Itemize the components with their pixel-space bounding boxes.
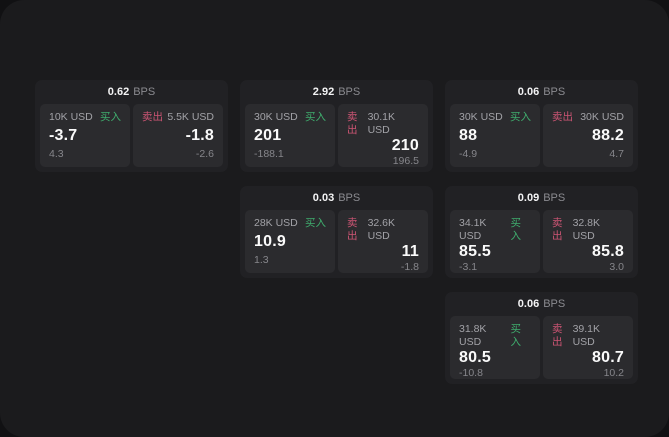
sell-delta: 4.7	[609, 148, 624, 160]
bps-unit-label: BPS	[543, 86, 566, 98]
sell-quote-panel[interactable]: 卖出 32.6K USD 11 -1.8	[338, 210, 428, 273]
sell-delta: -2.6	[195, 148, 214, 160]
buy-price: -3.7	[49, 127, 78, 144]
buy-delta: 4.3	[49, 148, 64, 160]
sell-tag: 卖出	[552, 323, 563, 348]
buy-size-label: 10K USD	[49, 111, 93, 123]
sell-tag: 卖出	[142, 111, 163, 123]
buy-tag: 买入	[510, 217, 521, 242]
quote-card-4: 0.03 BPS 28K USD 买入 10.9 1.3 卖出 32.6K US…	[240, 186, 433, 278]
buy-quote-panel[interactable]: 10K USD 买入 -3.7 4.3	[40, 104, 130, 167]
quote-card-6: 0.06 BPS 31.8K USD 买入 80.5 -10.8 卖出 39.1…	[445, 292, 638, 384]
buy-price: 80.5	[459, 349, 491, 366]
sell-quote-panel[interactable]: 卖出 32.8K USD 85.8 3.0	[543, 210, 633, 273]
bps-value: 0.62	[107, 86, 130, 98]
sell-price: 85.8	[592, 243, 624, 260]
buy-price: 85.5	[459, 243, 491, 260]
sell-price: 88.2	[592, 127, 624, 144]
sell-delta: 10.2	[603, 367, 624, 379]
quote-card-2: 2.92 BPS 30K USD 买入 201 -188.1 卖出 30.1K …	[240, 80, 433, 172]
quote-card-5: 0.09 BPS 34.1K USD 买入 85.5 -3.1 卖出 32.8K…	[445, 186, 638, 278]
sell-price: 11	[401, 243, 419, 260]
card-header: 0.62 BPS	[40, 80, 223, 104]
buy-quote-panel[interactable]: 28K USD 买入 10.9 1.3	[245, 210, 335, 273]
buy-price: 10.9	[254, 233, 286, 250]
quote-card-1: 0.62 BPS 10K USD 买入 -3.7 4.3 卖出 5.5K USD	[35, 80, 228, 172]
card-header: 2.92 BPS	[245, 80, 428, 104]
buy-price: 201	[254, 127, 282, 144]
bps-unit-label: BPS	[543, 192, 566, 204]
sell-size-label: 30K USD	[580, 111, 624, 123]
bps-value: 0.06	[517, 298, 540, 310]
sell-size-label: 5.5K USD	[167, 111, 214, 123]
buy-size-label: 34.1K USD	[459, 217, 487, 242]
buy-quote-panel[interactable]: 30K USD 买入 88 -4.9	[450, 104, 540, 167]
buy-delta: -4.9	[459, 148, 478, 160]
sell-tag: 卖出	[552, 217, 563, 242]
sell-price: -1.8	[185, 127, 214, 144]
sell-price: 210	[391, 137, 419, 154]
bps-value: 0.06	[517, 86, 540, 98]
sell-delta: 196.5	[392, 155, 419, 167]
sell-size-label: 30.1K USD	[367, 111, 396, 136]
buy-tag: 买入	[305, 111, 326, 123]
buy-delta: -3.1	[459, 261, 478, 273]
card-header: 0.03 BPS	[245, 186, 428, 210]
bps-unit-label: BPS	[133, 86, 156, 98]
bps-unit-label: BPS	[338, 192, 361, 204]
sell-size-label: 32.8K USD	[572, 217, 601, 242]
buy-tag: 买入	[100, 111, 121, 123]
bps-value: 0.03	[312, 192, 335, 204]
card-body: 30K USD 买入 88 -4.9 卖出 30K USD 88.2 4.7	[450, 104, 633, 167]
quote-grid: 0.62 BPS 10K USD 买入 -3.7 4.3 卖出 5.5K USD	[35, 80, 638, 384]
buy-size-label: 31.8K USD	[459, 323, 487, 348]
buy-size-label: 30K USD	[459, 111, 503, 123]
buy-delta: 1.3	[254, 254, 269, 266]
card-header: 0.06 BPS	[450, 80, 633, 104]
buy-quote-panel[interactable]: 30K USD 买入 201 -188.1	[245, 104, 335, 167]
card-body: 30K USD 买入 201 -188.1 卖出 30.1K USD 210 1…	[245, 104, 428, 167]
buy-quote-panel[interactable]: 31.8K USD 买入 80.5 -10.8	[450, 316, 540, 379]
quote-card-3: 0.06 BPS 30K USD 买入 88 -4.9 卖出 30K USD	[445, 80, 638, 172]
buy-tag: 买入	[510, 111, 531, 123]
sell-tag: 卖出	[552, 111, 573, 123]
card-body: 10K USD 买入 -3.7 4.3 卖出 5.5K USD -1.8 -2.…	[40, 104, 223, 167]
card-body: 34.1K USD 买入 85.5 -3.1 卖出 32.8K USD 85.8…	[450, 210, 633, 273]
buy-size-label: 30K USD	[254, 111, 298, 123]
buy-delta: -188.1	[254, 148, 284, 160]
card-header: 0.09 BPS	[450, 186, 633, 210]
buy-tag: 买入	[510, 323, 521, 348]
sell-quote-panel[interactable]: 卖出 30.1K USD 210 196.5	[338, 104, 428, 167]
sell-tag: 卖出	[347, 111, 358, 136]
sell-size-label: 39.1K USD	[572, 323, 601, 348]
sell-size-label: 32.6K USD	[367, 217, 396, 242]
card-header: 0.06 BPS	[450, 292, 633, 316]
buy-quote-panel[interactable]: 34.1K USD 买入 85.5 -3.1	[450, 210, 540, 273]
sell-delta: -1.8	[400, 261, 419, 273]
sell-tag: 卖出	[347, 217, 358, 242]
buy-delta: -10.8	[459, 367, 483, 379]
card-body: 31.8K USD 买入 80.5 -10.8 卖出 39.1K USD 80.…	[450, 316, 633, 379]
sell-delta: 3.0	[609, 261, 624, 273]
sell-quote-panel[interactable]: 卖出 30K USD 88.2 4.7	[543, 104, 633, 167]
buy-size-label: 28K USD	[254, 217, 298, 229]
sell-price: 80.7	[592, 349, 624, 366]
bps-value: 2.92	[312, 86, 335, 98]
card-body: 28K USD 买入 10.9 1.3 卖出 32.6K USD 11 -1.8	[245, 210, 428, 273]
buy-tag: 买入	[305, 217, 326, 229]
bps-unit-label: BPS	[338, 86, 361, 98]
sell-quote-panel[interactable]: 卖出 5.5K USD -1.8 -2.6	[133, 104, 223, 167]
bps-unit-label: BPS	[543, 298, 566, 310]
sell-quote-panel[interactable]: 卖出 39.1K USD 80.7 10.2	[543, 316, 633, 379]
buy-price: 88	[459, 127, 478, 144]
bps-value: 0.09	[517, 192, 540, 204]
